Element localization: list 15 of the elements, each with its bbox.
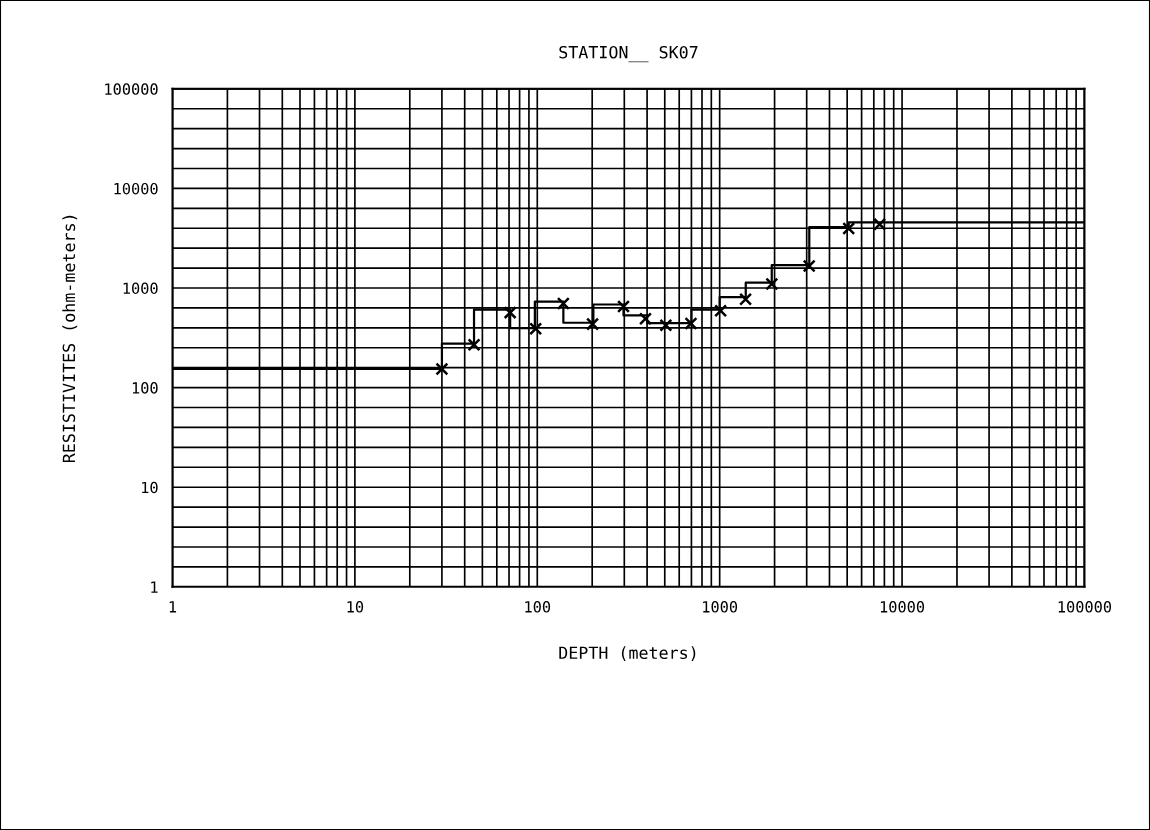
- x-tick-label: 1000: [703, 601, 738, 613]
- x-tick-label: 100: [525, 601, 551, 613]
- x-axis-title: DEPTH (meters): [559, 646, 696, 662]
- x-tick-label: 1: [169, 601, 177, 613]
- x-tick-label: 10000: [880, 601, 925, 613]
- chart-title: STATION__ SK07: [559, 45, 698, 63]
- y-axis-title: RESISTIVITES (ohm-meters): [62, 215, 78, 463]
- y-tick-label: 100: [132, 382, 158, 394]
- y-tick-label: 10000: [114, 182, 158, 195]
- y-tick-label: 1: [151, 581, 158, 593]
- y-tick-label: 1000: [123, 282, 158, 295]
- y-tick-label: 100000: [105, 83, 158, 95]
- x-tick-label: 100000: [1058, 601, 1112, 613]
- y-tick-label: 10: [142, 481, 158, 494]
- x-tick-label: 10: [347, 601, 364, 613]
